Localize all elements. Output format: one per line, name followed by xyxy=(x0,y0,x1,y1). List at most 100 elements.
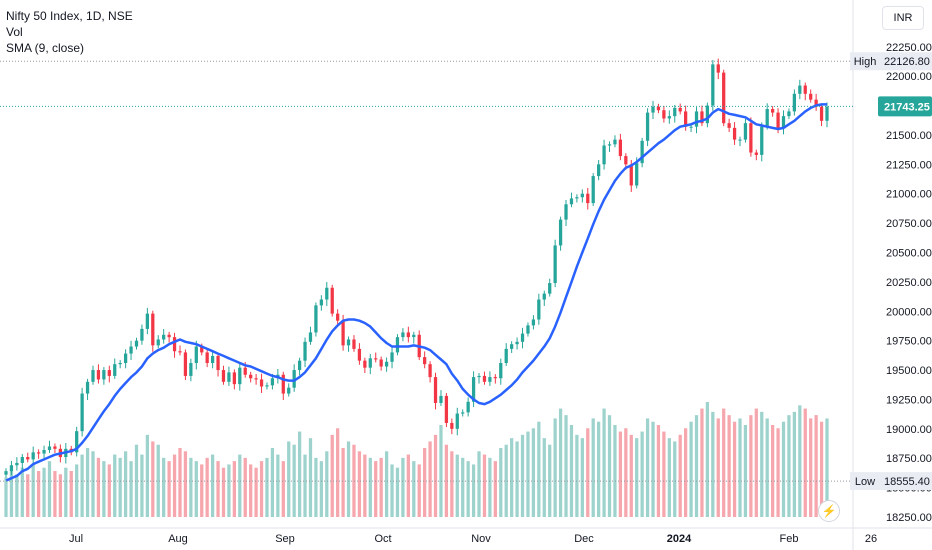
candle-body xyxy=(716,64,720,73)
volume-bar xyxy=(102,461,106,517)
low-value-bg xyxy=(880,472,932,491)
volume-bar xyxy=(597,421,601,517)
volume-bar xyxy=(172,454,177,517)
volume-bar xyxy=(526,431,530,517)
candle-body xyxy=(722,72,726,124)
candle-body xyxy=(684,111,688,127)
candle-body xyxy=(461,412,465,414)
candle-body xyxy=(510,344,514,349)
low-label: Low xyxy=(855,476,875,488)
volume-bar xyxy=(36,471,41,517)
low-value: 18555.40 xyxy=(884,476,930,488)
currency-button[interactable]: INR xyxy=(882,6,924,30)
candle-body xyxy=(433,377,438,403)
candle-body xyxy=(292,370,296,388)
volume-bar xyxy=(455,454,459,517)
volume-bar xyxy=(336,428,340,517)
candle-body xyxy=(727,123,731,128)
volume-bar xyxy=(689,421,693,517)
candle-body xyxy=(482,375,487,382)
candle-body xyxy=(629,164,633,186)
candle-body xyxy=(129,346,133,354)
volume-bar xyxy=(770,425,775,517)
volume-bar xyxy=(374,461,378,517)
y-tick-label: 19000.00 xyxy=(886,424,932,436)
candle-body xyxy=(542,293,546,300)
volume-bar xyxy=(705,402,710,517)
candle-body xyxy=(123,353,128,363)
y-tick-label: 22250.00 xyxy=(886,42,932,54)
candle-body xyxy=(640,140,644,164)
volume-bar xyxy=(113,454,117,517)
candle-body xyxy=(134,340,139,347)
candle-body xyxy=(569,198,574,205)
candle-body xyxy=(36,452,41,454)
volume-bar xyxy=(189,457,193,517)
volume-bar xyxy=(20,467,24,517)
high-value-bg xyxy=(880,52,932,71)
candle-body xyxy=(167,334,171,338)
volume-bar xyxy=(722,408,726,517)
y-tick-label: 19750.00 xyxy=(886,336,932,348)
candle-body xyxy=(781,116,786,128)
volume-bar xyxy=(384,451,389,517)
candle-body xyxy=(118,362,122,365)
candle-body xyxy=(145,313,149,329)
candle-body xyxy=(297,360,302,371)
candle-body xyxy=(20,457,24,463)
volume-bar xyxy=(276,454,280,517)
x-tick-label: Dec xyxy=(574,533,594,545)
y-tick-label: 18250.00 xyxy=(886,512,932,524)
candle-body xyxy=(515,341,519,345)
volume-bar xyxy=(254,467,258,517)
volume-bar xyxy=(607,415,612,517)
candle-body xyxy=(656,106,661,111)
volume-bar xyxy=(200,464,204,517)
lightning-alert-icon[interactable]: ⚡ xyxy=(818,500,840,522)
volume-bar xyxy=(330,434,334,517)
low-label-bg xyxy=(850,472,880,491)
volume-bar xyxy=(613,425,617,517)
candle-body xyxy=(689,126,693,128)
candle-body xyxy=(825,106,829,121)
volume-bar xyxy=(814,415,818,517)
candle-body xyxy=(390,352,394,362)
candle-body xyxy=(406,332,410,338)
volume-bar xyxy=(433,434,438,517)
x-tick-label: 2024 xyxy=(667,533,692,545)
candle-body xyxy=(325,287,329,300)
volume-bar xyxy=(412,461,416,517)
candle-body xyxy=(102,370,106,380)
candle-body xyxy=(580,193,584,198)
symbol-title[interactable]: Nifty 50 Index, 1D, NSE xyxy=(6,9,133,23)
volume-bar xyxy=(754,408,758,517)
volume-bar xyxy=(732,421,737,517)
sma-indicator-label[interactable]: SMA (9, close) xyxy=(6,41,85,55)
candle-body xyxy=(91,370,95,382)
volume-bar xyxy=(493,461,497,517)
volume-bar xyxy=(232,461,236,517)
candle-body xyxy=(172,337,177,352)
volume-bar xyxy=(151,441,155,517)
candle-body xyxy=(526,325,530,334)
candle-body xyxy=(363,360,367,368)
candle-body xyxy=(80,393,84,432)
volume-bar xyxy=(368,457,372,517)
x-tick-label: Aug xyxy=(168,533,188,545)
candle-body xyxy=(586,193,590,204)
volume-bar xyxy=(700,408,704,517)
candle-body xyxy=(368,358,372,368)
candle-body xyxy=(194,346,198,363)
x-tick-label: Feb xyxy=(780,533,799,545)
volume-bar xyxy=(662,431,666,517)
sma-line xyxy=(5,103,827,482)
volume-bar xyxy=(308,438,313,517)
volume-bar xyxy=(47,461,52,517)
volume-bar xyxy=(466,461,470,517)
volume-bar xyxy=(618,431,623,517)
volume-indicator-label[interactable]: Vol xyxy=(6,25,23,39)
volume-bar xyxy=(118,457,122,517)
candle-body xyxy=(379,359,383,367)
volume-bar xyxy=(346,441,351,517)
